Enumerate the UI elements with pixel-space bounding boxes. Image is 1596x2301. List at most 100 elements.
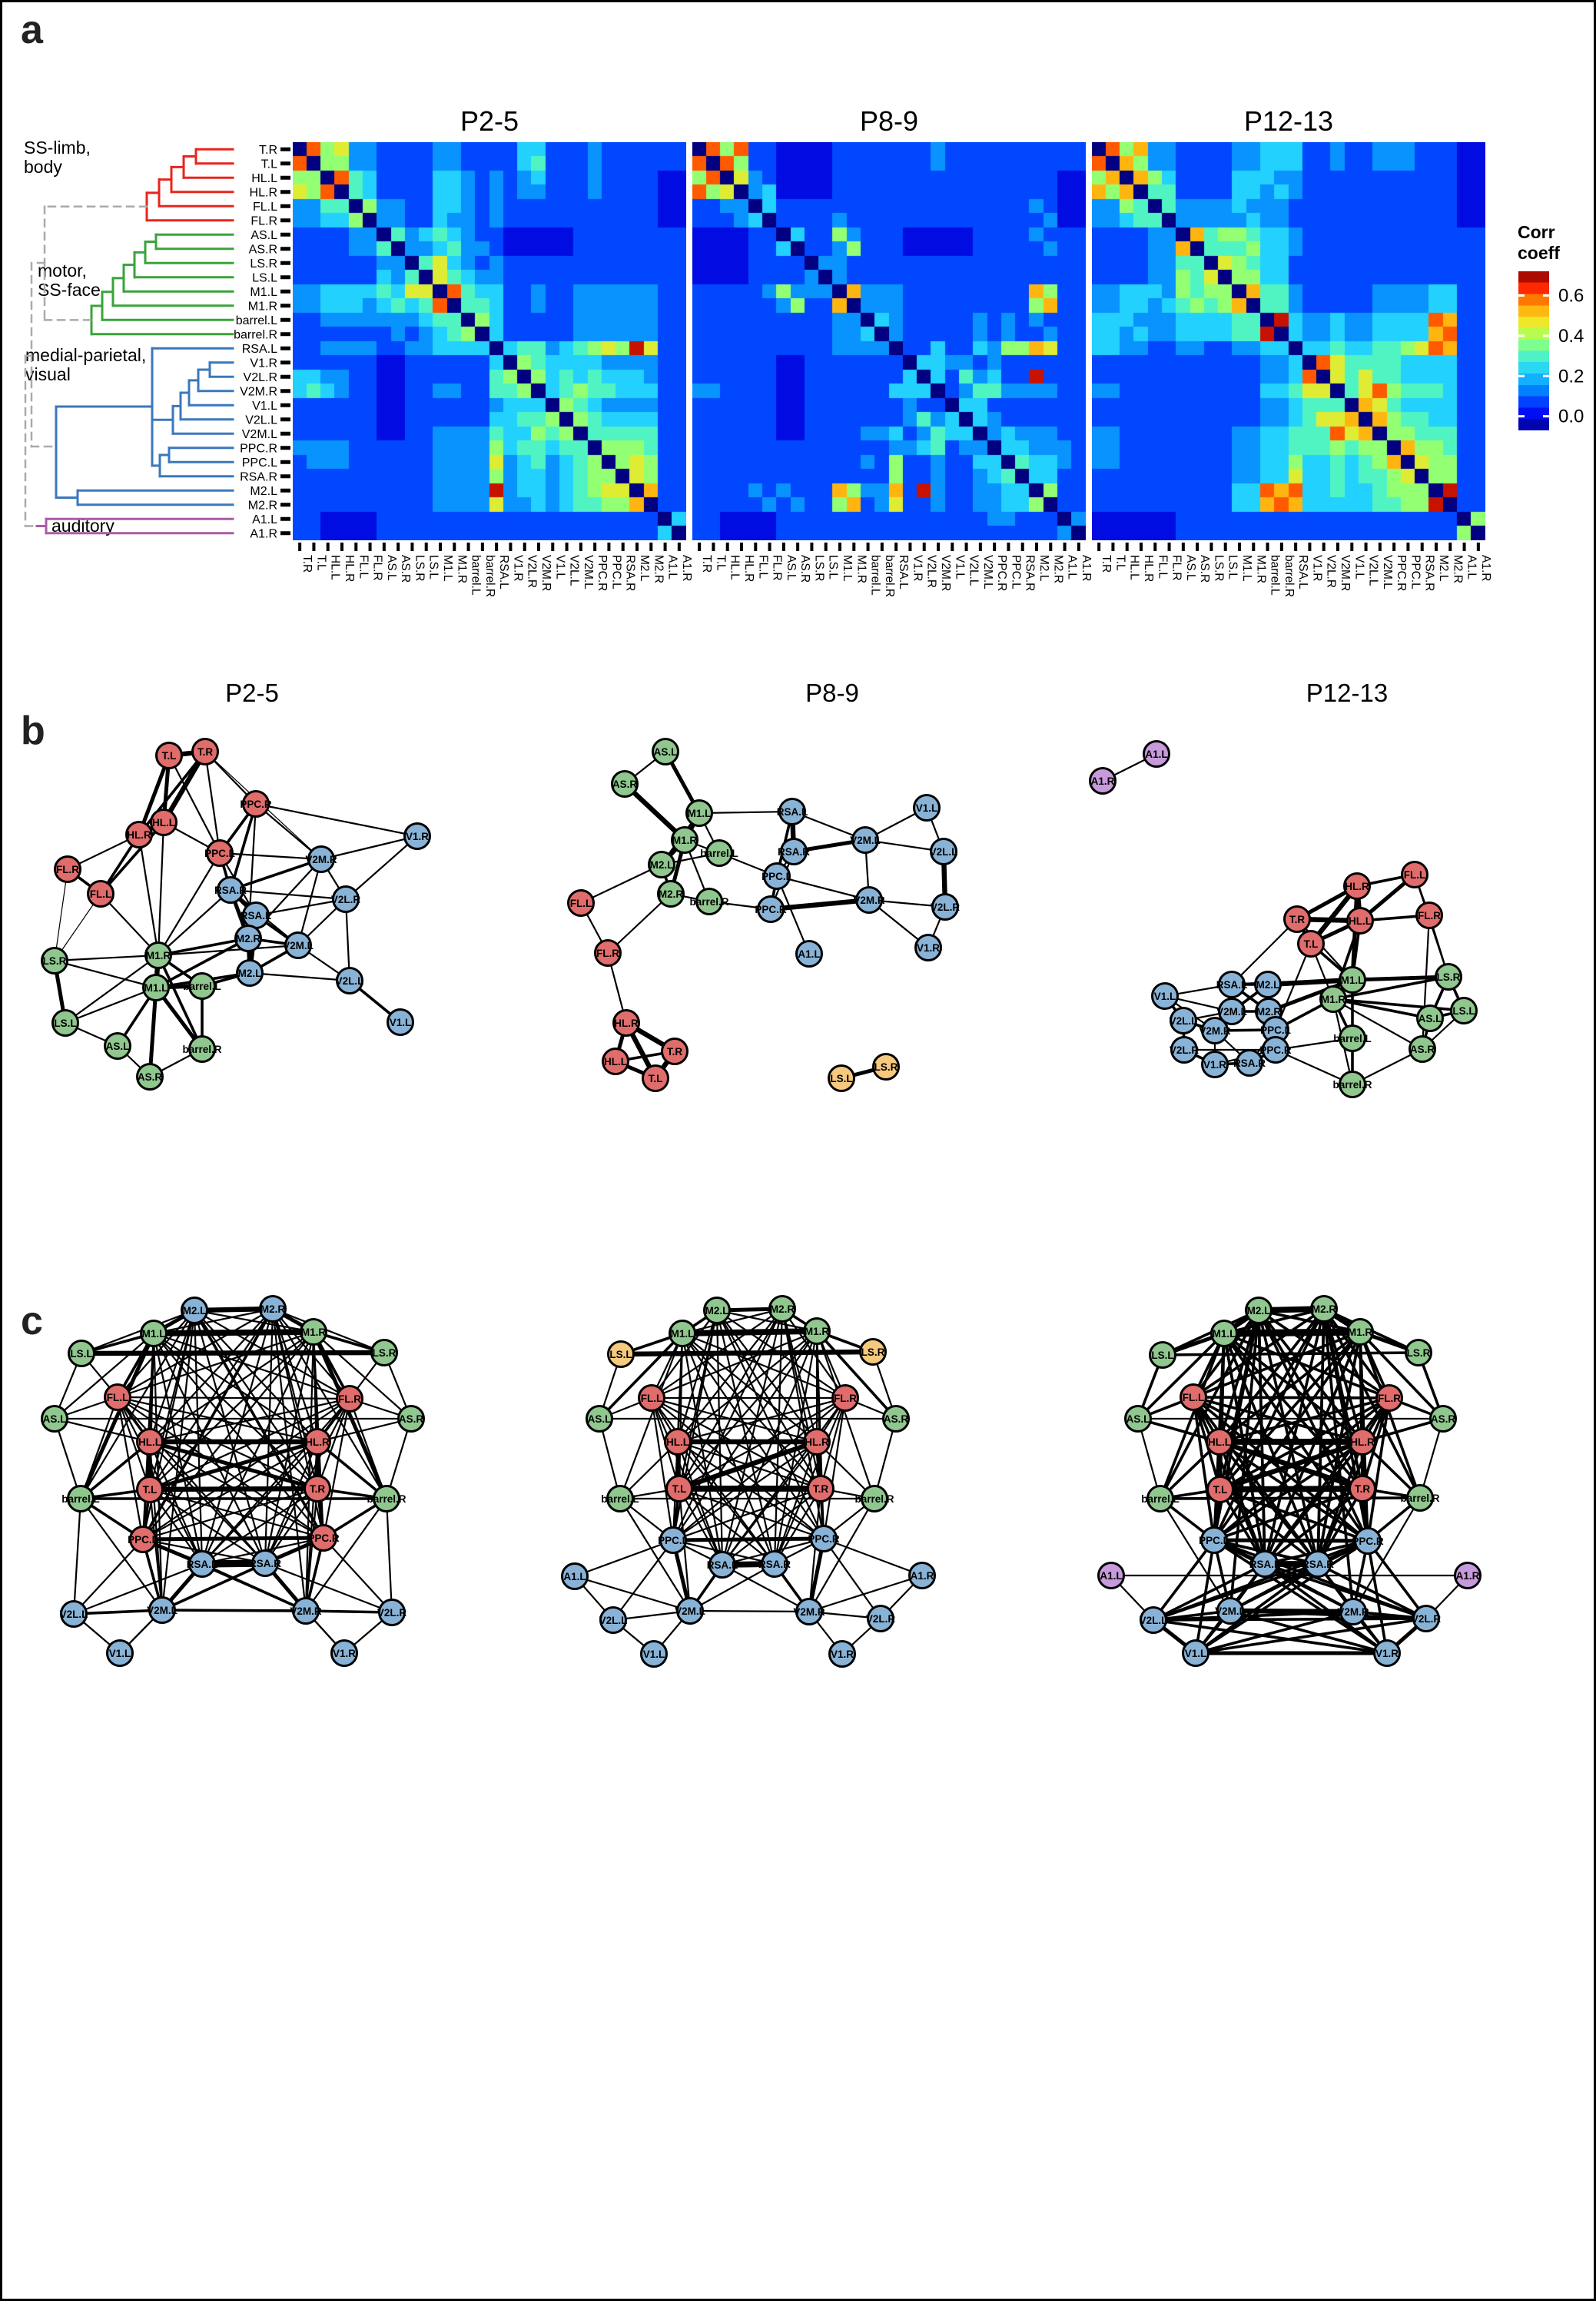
network-node-M2.R — [259, 1295, 287, 1323]
network-node-label: M2.L — [705, 1305, 729, 1317]
colorbar-tick — [1518, 374, 1525, 377]
network-node-V2L.R — [378, 1599, 406, 1626]
network-node-label: M2.R — [236, 933, 261, 945]
row-label: A1.R — [250, 527, 277, 540]
x-axis-label: RSA.L — [497, 555, 510, 589]
colorbar-tick-label: 0.0 — [1558, 407, 1584, 427]
x-axis-label: V1.L — [553, 555, 566, 579]
network-edge — [264, 1441, 319, 1564]
network-node-label: LS.R — [861, 1346, 885, 1358]
network-edge — [679, 1330, 818, 1489]
colorbar-gradient — [1518, 271, 1549, 430]
network-edge — [775, 875, 811, 955]
network-node-label: T.L — [1213, 1484, 1228, 1496]
network-node-FL.R — [831, 1384, 859, 1412]
network-node-label: RSA.R — [778, 846, 810, 858]
network-node-label: T.R — [197, 746, 214, 758]
network-node-M1.R — [300, 1318, 327, 1346]
network-edge — [773, 1441, 818, 1565]
network-edge — [1219, 1488, 1319, 1566]
network-node-label: RSA.R — [249, 1558, 281, 1569]
colorbar-title-line2: coeff — [1518, 243, 1560, 263]
network-node-AS.R — [397, 1405, 425, 1433]
network-node-A1.R — [1454, 1562, 1482, 1589]
network-c0-nodes: M2.L M2.R M1.L M1.R LS.L LS.R FL.L FL.R AS.L AS.R… — [41, 1295, 425, 1667]
network-node-label: V2L.R — [931, 901, 961, 913]
network-node-T.R — [1349, 1475, 1376, 1502]
network-edge — [141, 1308, 274, 1540]
network-edge — [574, 1539, 674, 1578]
x-axis-label: HL.R — [343, 555, 356, 582]
network-node-AS.L — [104, 1032, 131, 1060]
network-node-label: V1.R — [1375, 1648, 1399, 1659]
network-edge — [305, 1498, 387, 1612]
network-edge — [823, 1537, 923, 1577]
x-axis-label: A1.L — [1066, 555, 1079, 579]
x-axis-label: T.L — [314, 555, 327, 571]
network-node-label: RSA.L — [707, 1559, 738, 1571]
network-node-RSA.R — [251, 1549, 279, 1577]
network-edge — [148, 1441, 164, 1611]
network-node-PPC.L — [763, 862, 791, 890]
x-axis-tick — [298, 543, 302, 551]
x-axis-label: M1.R — [1254, 555, 1267, 583]
network-edge — [698, 810, 793, 815]
network-node-label: RSA.L — [777, 806, 808, 818]
x-axis-tick — [1035, 543, 1038, 551]
network-edge — [158, 944, 299, 957]
network-edge — [1153, 1619, 1388, 1655]
x-axis-tick — [1238, 543, 1241, 551]
network-node-M1.L — [669, 1320, 696, 1347]
network-node-label: A1.R — [1091, 775, 1115, 787]
network-node-label: LS.L — [830, 1073, 852, 1084]
network-node-label: HL.L — [138, 1436, 161, 1448]
x-axis-tick — [1406, 543, 1410, 551]
network-edge — [682, 1328, 818, 1336]
row-label: LS.L — [252, 271, 277, 284]
network-node-label: AS.R — [884, 1413, 909, 1425]
network-node-V1.L — [387, 1008, 414, 1036]
network-edge — [79, 1396, 119, 1499]
network-node-FL.L — [567, 889, 595, 917]
network-edge — [1153, 1562, 1266, 1622]
network-node-label: M2.L — [238, 968, 262, 979]
x-axis-tick — [1294, 543, 1298, 551]
network-node-AS.R — [611, 770, 639, 798]
x-axis-tick — [593, 543, 597, 551]
network-edge — [672, 1487, 821, 1542]
x-axis-tick — [1322, 543, 1326, 551]
network-node-label: V2M.R — [290, 1605, 322, 1617]
network-edge — [54, 954, 159, 962]
network-node-label: PPC.L — [762, 871, 792, 882]
network-node-label: M1.L — [1341, 975, 1365, 986]
network-b0-edges — [52, 749, 418, 1077]
network-node-LS.L — [1149, 1341, 1176, 1369]
network-node-FL.R — [1415, 901, 1443, 929]
x-axis-tick — [1266, 543, 1269, 551]
network-edge — [1263, 1331, 1362, 1565]
x-axis-tick — [677, 543, 681, 551]
network-edge — [313, 1331, 412, 1419]
network-node-label: barrel.L — [1141, 1493, 1180, 1505]
network-node-T.R — [661, 1038, 689, 1065]
network-edge — [81, 1309, 195, 1355]
network-edge — [316, 1440, 388, 1500]
network-node-LS.R — [370, 1339, 398, 1366]
network-node-label: T.L — [649, 1073, 663, 1084]
row-tick — [280, 161, 290, 166]
network-edge — [149, 1489, 266, 1564]
network-edge — [823, 1538, 881, 1619]
network-node-barrel.R — [188, 1035, 216, 1063]
row-label: V2L.R — [244, 371, 277, 384]
x-axis-label: LS.L — [1226, 555, 1239, 579]
x-axis-label: T.R — [300, 555, 314, 573]
x-axis-tick — [565, 543, 569, 551]
network-node-label: barrel.R — [854, 1493, 894, 1505]
network-node-label: V2M.R — [1199, 1025, 1231, 1037]
network-edge — [1137, 1417, 1220, 1443]
x-axis-label: FL.R — [1170, 555, 1183, 581]
network-node-label: PPC.L — [1260, 1024, 1291, 1036]
network-node-LS.R — [859, 1338, 887, 1366]
x-axis-label: LS.R — [1212, 555, 1225, 581]
colorbar-tick-label: 0.4 — [1558, 326, 1584, 347]
